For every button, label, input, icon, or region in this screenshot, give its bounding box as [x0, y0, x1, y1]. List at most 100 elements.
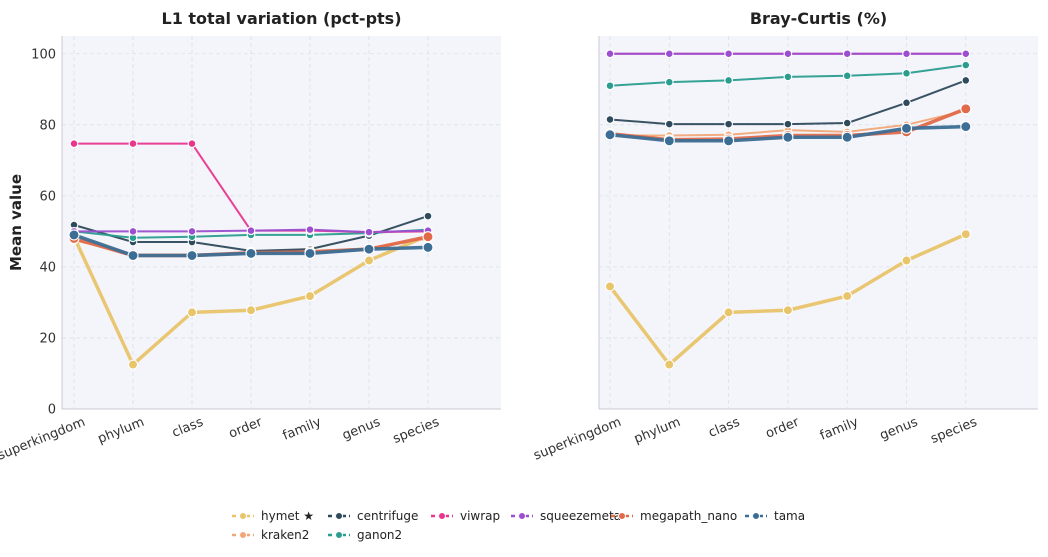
legend-swatch-marker — [518, 512, 526, 520]
data-point — [724, 49, 733, 59]
chart-title: L1 total variation (pct-pts) — [162, 9, 402, 28]
data-point — [605, 49, 615, 59]
data-point — [664, 359, 675, 370]
y-tick-label: 80 — [39, 118, 56, 133]
x-tick-label: order — [227, 415, 265, 442]
data-point — [186, 249, 198, 262]
x-tick-label: phylum — [96, 415, 147, 447]
legend: hymet ★ centrifuge viwrap squeezemeta megapa… — [232, 509, 805, 542]
data-point — [783, 119, 793, 129]
data-point — [423, 211, 433, 221]
data-point — [186, 307, 198, 318]
y-tick-label: 40 — [39, 260, 56, 275]
data-point — [961, 76, 971, 85]
series-hymet — [604, 229, 971, 370]
data-point — [724, 76, 733, 85]
data-point — [364, 227, 374, 237]
data-point — [723, 307, 734, 318]
data-point — [783, 49, 793, 59]
data-point — [663, 135, 675, 147]
series-ganon2 — [605, 60, 971, 91]
data-point — [127, 359, 139, 370]
data-point — [783, 72, 793, 82]
legend-swatch-marker — [239, 512, 247, 520]
data-point — [605, 115, 615, 124]
legend-swatch-marker — [239, 531, 247, 539]
legend-item-ganon2: ganon2 — [328, 528, 402, 542]
legend-item-centrifuge: centrifuge — [328, 509, 418, 523]
data-point — [782, 131, 794, 143]
y-axis-label: Mean value — [7, 174, 25, 271]
data-point — [422, 241, 434, 253]
x-tick-label: family — [281, 415, 324, 444]
legend-swatch-marker — [618, 512, 626, 520]
legend-label: squeezemeta — [540, 509, 621, 523]
legend-label: tama — [774, 509, 805, 523]
x-tick-label: species — [391, 415, 442, 447]
data-point — [960, 103, 972, 115]
data-point — [961, 60, 971, 70]
data-point — [900, 122, 913, 134]
chart-title: Bray-Curtis (%) — [750, 9, 887, 28]
data-point — [363, 243, 375, 255]
data-point — [305, 225, 315, 234]
data-point — [664, 119, 674, 129]
y-tick-label: 60 — [39, 189, 56, 204]
data-point — [902, 98, 911, 108]
data-point — [422, 231, 434, 243]
data-point — [782, 305, 793, 316]
data-point — [842, 118, 852, 128]
plot-area — [599, 36, 1038, 409]
data-point — [187, 139, 197, 148]
x-tick-label: order — [764, 415, 802, 442]
chart-panel-bray-curtis: superkingdom phylum class order family genus s… — [532, 9, 1038, 464]
legend-swatch-marker — [335, 531, 343, 539]
data-point — [246, 226, 256, 236]
data-point — [605, 81, 615, 91]
x-tick-label: phylum — [632, 415, 683, 447]
data-point — [961, 49, 971, 59]
data-point — [960, 121, 972, 133]
data-point — [723, 135, 735, 147]
data-point — [128, 139, 138, 148]
data-point — [841, 131, 853, 143]
legend-label: hymet ★ — [261, 509, 314, 523]
data-point — [664, 49, 674, 59]
data-point — [724, 119, 733, 129]
legend-label: ganon2 — [357, 528, 402, 542]
x-tick-label: class — [170, 415, 206, 441]
data-point — [664, 77, 674, 87]
data-point — [901, 255, 912, 266]
x-tick-label: family — [818, 415, 861, 444]
series-squeezemeta — [605, 49, 971, 59]
legend-swatch-marker — [335, 512, 343, 520]
legend-item-squeezemeta: squeezemeta — [511, 509, 621, 523]
data-point — [363, 255, 375, 266]
data-point — [304, 247, 316, 259]
data-point — [604, 281, 616, 292]
data-point — [68, 229, 80, 241]
y-tick-label: 20 — [39, 331, 56, 346]
legend-item-megapath-nano: megapath_nano — [611, 509, 737, 523]
legend-label: megapath_nano — [640, 509, 737, 523]
legend-item-hymet: hymet ★ — [232, 509, 314, 523]
legend-label: viwrap — [460, 509, 500, 523]
legend-item-kraken2: kraken2 — [232, 528, 309, 542]
data-point — [604, 129, 616, 141]
x-tick-label: superkingdom — [0, 415, 87, 464]
series-centrifuge — [605, 76, 971, 129]
data-point — [128, 227, 138, 236]
data-point — [902, 49, 911, 59]
chart-panel-l1-total-variation: 0 20 40 60 80 100 superkingdom phylum class order… — [0, 9, 501, 464]
x-tick-label: genus — [340, 415, 382, 444]
x-tick-label: superkingdom — [532, 415, 624, 464]
series-tama — [604, 121, 972, 147]
data-point — [187, 227, 197, 236]
x-tick-label: class — [707, 415, 743, 441]
data-point — [245, 247, 257, 259]
data-point — [842, 49, 852, 59]
legend-swatch-marker — [752, 512, 760, 520]
data-point — [842, 290, 853, 302]
data-point — [304, 290, 316, 302]
